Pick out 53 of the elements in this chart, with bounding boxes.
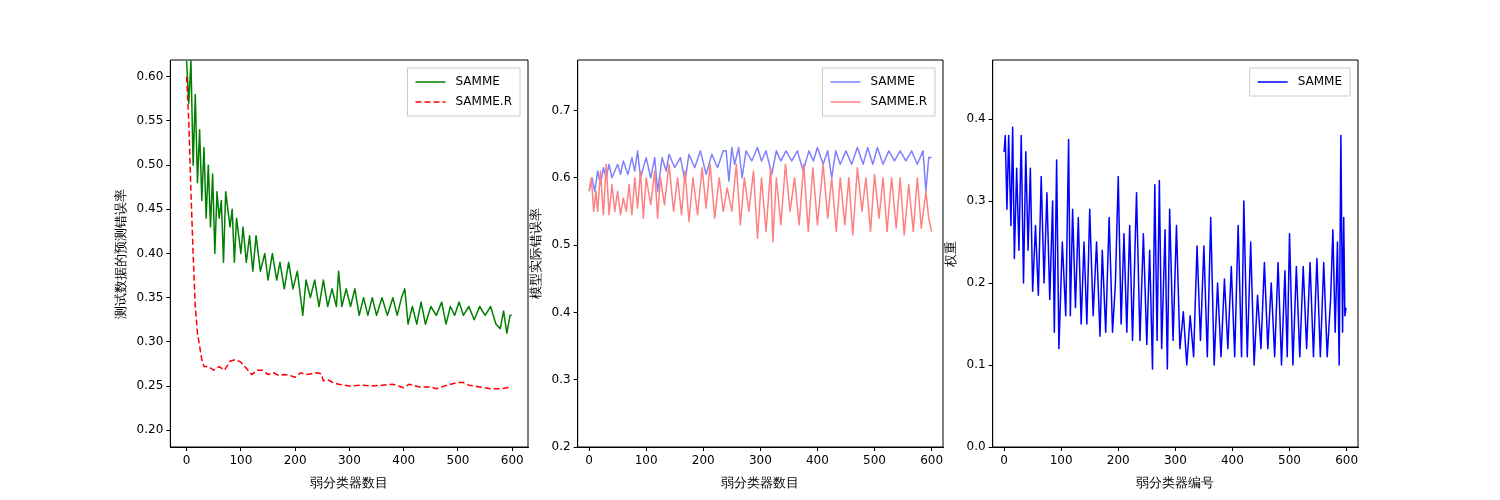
legend-label: SAMME [870, 74, 915, 89]
y-tick-label: 0.5 [551, 237, 571, 252]
x-tick-label: 200 [1106, 453, 1130, 468]
y-tick-label: 0.2 [966, 275, 986, 290]
x-axis-title: 弱分类器编号 [1136, 474, 1215, 490]
y-tick-label: 0.7 [551, 102, 571, 117]
x-tick-label: 600 [920, 453, 944, 468]
y-tick-label: 0.4 [551, 304, 571, 319]
y-tick-label: 0.2 [551, 439, 571, 454]
y-tick-label: 0.4 [966, 111, 986, 126]
x-tick-label: 100 [1049, 453, 1073, 468]
x-tick-label: 500 [863, 453, 886, 468]
y-tick-label: 0.50 [136, 157, 164, 172]
y-tick-label: 0.3 [551, 371, 571, 386]
legend-label: SAMME.R [455, 94, 513, 109]
x-tick-label: 500 [1278, 453, 1301, 468]
line-series [185, 76, 513, 390]
x-tick-label: 400 [805, 453, 829, 468]
x-tick-label: 0 [585, 453, 593, 468]
x-tick-label: 100 [229, 453, 253, 468]
legend-label: SAMME.R [870, 94, 928, 109]
x-tick-label: 300 [748, 453, 772, 468]
x-axis-title: 弱分类器数目 [310, 474, 389, 490]
y-tick-label: 0.20 [136, 422, 164, 437]
x-tick-label: 200 [691, 453, 715, 468]
x-tick-label: 0 [1000, 453, 1008, 468]
y-tick-label: 0.60 [136, 68, 164, 83]
legend-label: SAMME [1297, 74, 1343, 89]
x-tick-label: 0 [182, 453, 191, 468]
x-tick-label: 100 [634, 453, 658, 468]
y-tick-label: 0.1 [966, 357, 986, 372]
x-tick-label: 600 [500, 453, 524, 468]
x-axis-title: 弱分类器数目 [721, 474, 800, 490]
y-tick-label: 0.35 [136, 289, 164, 304]
x-tick-label: 600 [1335, 453, 1359, 468]
x-tick-label: 300 [1163, 453, 1187, 468]
y-tick-label: 0.25 [136, 378, 164, 393]
y-tick-label: 0.40 [136, 245, 164, 260]
y-axis-title: 权重 [943, 240, 959, 268]
y-tick-label: 0.30 [136, 333, 164, 348]
y-tick-label: 0.0 [966, 439, 986, 454]
legend-label: SAMME [455, 74, 500, 89]
x-tick-label: 300 [337, 453, 361, 468]
y-axis-title: 模型实际错误率 [528, 208, 544, 299]
x-tick-label: 200 [283, 453, 307, 468]
y-tick-label: 0.45 [136, 201, 164, 216]
y-axis-title: 测试数据的预测错误率 [113, 188, 129, 319]
x-tick-label: 400 [392, 453, 416, 468]
y-tick-label: 0.3 [966, 193, 986, 208]
y-tick-label: 0.6 [551, 169, 571, 184]
x-tick-label: 400 [1220, 453, 1244, 468]
x-tick-label: 500 [446, 453, 470, 468]
y-tick-label: 0.55 [136, 113, 164, 128]
